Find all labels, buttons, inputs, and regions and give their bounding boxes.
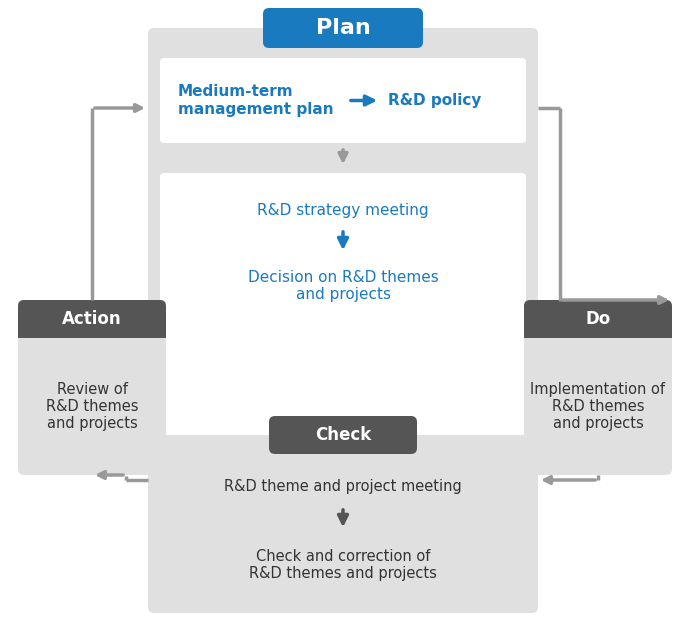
FancyBboxPatch shape — [269, 416, 417, 454]
Text: R&D strategy meeting: R&D strategy meeting — [257, 203, 428, 218]
FancyBboxPatch shape — [160, 173, 526, 323]
Text: Action: Action — [62, 310, 122, 328]
Text: Check and correction of
R&D themes and projects: Check and correction of R&D themes and p… — [249, 549, 437, 581]
Text: Implementation of
R&D themes
and projects: Implementation of R&D themes and project… — [531, 382, 665, 432]
FancyBboxPatch shape — [18, 300, 166, 338]
FancyBboxPatch shape — [263, 8, 423, 48]
FancyBboxPatch shape — [160, 58, 526, 143]
Text: R&D theme and project meeting: R&D theme and project meeting — [224, 480, 462, 494]
FancyBboxPatch shape — [148, 435, 538, 613]
Text: Medium-term
management plan: Medium-term management plan — [178, 84, 334, 116]
Text: Plan: Plan — [315, 18, 371, 38]
FancyBboxPatch shape — [524, 300, 672, 338]
Text: Do: Do — [585, 310, 611, 328]
Text: Decision on R&D themes
and projects: Decision on R&D themes and projects — [248, 270, 438, 302]
Text: R&D policy: R&D policy — [388, 93, 482, 108]
FancyBboxPatch shape — [524, 300, 672, 475]
FancyBboxPatch shape — [18, 300, 166, 475]
Bar — [18, 319, 166, 338]
Text: Check: Check — [315, 426, 371, 444]
Text: Review of
R&D themes
and projects: Review of R&D themes and projects — [46, 382, 138, 432]
FancyBboxPatch shape — [148, 28, 538, 308]
Bar — [524, 319, 672, 338]
